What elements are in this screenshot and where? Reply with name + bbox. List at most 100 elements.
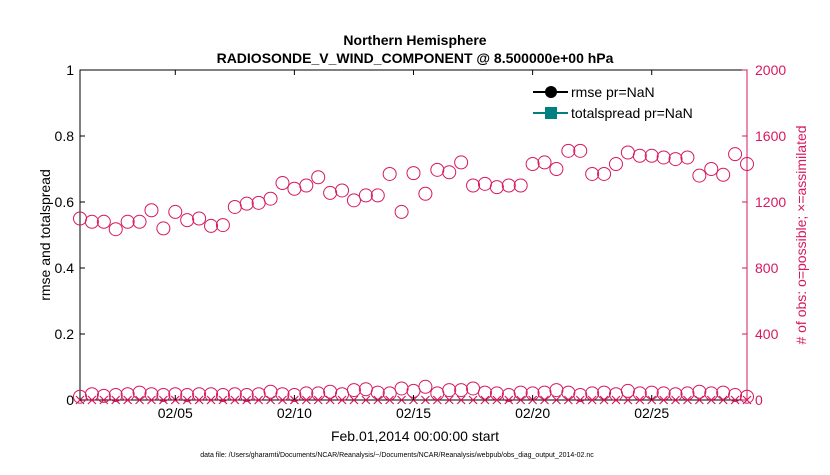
obs-assimilated-point — [659, 395, 669, 405]
obs-possible-point — [382, 166, 397, 181]
obs-possible-point — [239, 388, 254, 403]
obs-possible-point — [692, 168, 707, 183]
obs-assimilated-point — [623, 395, 633, 405]
chart-title-line1: Northern Hemisphere — [343, 32, 486, 48]
obs-possible-point — [180, 213, 195, 228]
x-tick-label: 02/15 — [396, 405, 431, 421]
obs-assimilated-point — [504, 395, 514, 405]
obs-assimilated-point — [278, 395, 287, 405]
obs-assimilated-point — [552, 395, 561, 405]
obs-possible-point — [466, 178, 481, 193]
obs-possible-point — [239, 196, 254, 211]
obs-assimilated-point — [242, 395, 252, 405]
obs-possible-point — [454, 383, 469, 398]
obs-possible-point — [370, 385, 385, 400]
obs-assimilated-point — [230, 395, 240, 405]
obs-possible-point — [108, 388, 123, 403]
obs-possible-point — [323, 185, 338, 200]
legend-box — [530, 80, 742, 126]
obs-possible-point — [394, 381, 409, 396]
obs-assimilated-point — [730, 395, 740, 405]
obs-possible-point — [346, 193, 361, 208]
obs-possible-point — [168, 204, 183, 219]
obs-assimilated-point — [325, 395, 335, 405]
obs-assimilated-point — [111, 395, 121, 405]
obs-possible-point — [73, 389, 87, 404]
obs-assimilated-point — [671, 395, 680, 405]
y-right-tick-label: 0 — [755, 392, 763, 408]
obs-possible-point — [311, 170, 326, 185]
x-tick-label: 02/10 — [277, 405, 312, 421]
obs-possible-point — [680, 150, 695, 165]
obs-assimilated-point — [563, 395, 573, 405]
obs-assimilated-point — [349, 395, 359, 405]
obs-assimilated-point — [599, 395, 609, 405]
x-tick-label: 02/25 — [634, 405, 669, 421]
obs-assimilated-point — [385, 395, 395, 405]
obs-possible-point — [96, 388, 111, 403]
obs-possible-point — [156, 221, 171, 236]
y-axis-right-label: # of obs: o=possible; ×=assimilated — [793, 125, 809, 344]
obs-possible-point — [406, 166, 421, 181]
obs-possible-point — [501, 388, 516, 403]
obs-possible-point — [132, 385, 147, 400]
obs-possible-point — [96, 214, 111, 229]
obs-possible-point — [418, 186, 433, 201]
obs-possible-point — [477, 385, 492, 400]
obs-possible-point — [513, 178, 528, 193]
obs-possible-point — [346, 383, 361, 398]
obs-assimilated-point — [254, 395, 264, 405]
obs-assimilated-point — [158, 395, 168, 405]
obs-possible-point — [215, 388, 230, 403]
obs-assimilated-point — [456, 395, 466, 405]
obs-possible-point — [287, 388, 302, 403]
obs-assimilated-point — [694, 395, 704, 405]
obs-assimilated-point — [468, 395, 478, 405]
y-left-tick-label: 0 — [66, 392, 74, 408]
obs-possible-point — [442, 165, 457, 180]
legend-rmse-marker — [545, 86, 557, 98]
obs-possible-point — [370, 188, 385, 203]
obs-assimilated-point — [718, 395, 728, 405]
legend: rmse pr=NaN totalspread pr=NaN — [530, 80, 742, 126]
obs-assimilated-point — [123, 395, 133, 405]
obs-possible-point — [656, 150, 671, 165]
obs-possible-point — [549, 383, 564, 398]
x-axis-label: Feb.01,2014 00:00:00 start — [331, 428, 499, 444]
obs-possible-point — [525, 157, 540, 172]
legend-spread-marker — [545, 107, 557, 119]
obs-assimilated-point — [337, 395, 347, 405]
obs-assimilated-point — [99, 395, 109, 405]
obs-possible-point — [263, 191, 278, 206]
obs-possible-point — [513, 385, 528, 400]
obs-possible-point — [704, 162, 719, 176]
obs-assimilated-point — [397, 395, 407, 405]
obs-possible-point — [489, 180, 504, 195]
obs-possible-point — [716, 167, 731, 182]
obs-possible-point — [620, 383, 635, 398]
obs-possible-point — [299, 178, 314, 193]
obs-possible-point — [585, 166, 600, 181]
legend-rmse-label: rmse pr=NaN — [571, 84, 655, 100]
obs-possible-point — [144, 203, 159, 218]
obs-possible-point — [430, 162, 445, 177]
obs-assimilated-point — [587, 395, 597, 405]
obs-possible-point — [608, 157, 623, 172]
y-right-tick-label: 1600 — [755, 128, 786, 144]
y-right-tick-label: 2000 — [755, 62, 786, 78]
obs-possible-point — [394, 204, 409, 219]
chart-title-line2: RADIOSONDE_V_WIND_COMPONENT @ 8.500000e+… — [217, 50, 614, 66]
obs-possible-point — [84, 214, 99, 229]
obs-possible-point — [156, 388, 171, 403]
obs-possible-point — [323, 384, 338, 399]
x-tick-label: 02/05 — [158, 405, 193, 421]
obs-possible-point — [454, 155, 469, 170]
obs-assimilated-point — [683, 395, 692, 405]
obs-assimilated-point — [420, 395, 430, 405]
data-file-footer: data file: /Users/gharamti/Documents/NCA… — [200, 452, 594, 459]
obs-assimilated-point — [540, 395, 549, 405]
obs-assimilated-point — [373, 395, 383, 405]
chart-marks — [73, 143, 754, 405]
